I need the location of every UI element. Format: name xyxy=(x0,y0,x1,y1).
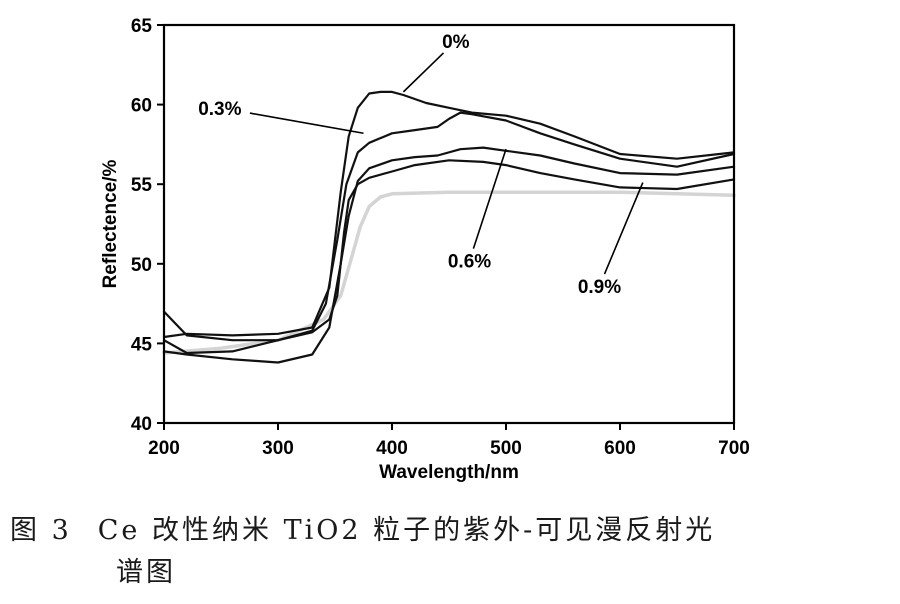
series-line-0 xyxy=(162,90,736,339)
y-tick-label: 40 xyxy=(131,414,152,435)
x-tick-label: 200 xyxy=(148,438,180,459)
series-line-3 xyxy=(162,159,736,342)
x-tick-label: 700 xyxy=(718,438,750,459)
annotation-label: 0.3% xyxy=(198,99,241,120)
caption-text-continued: 谱图 xyxy=(116,557,176,588)
x-tick-label: 300 xyxy=(262,438,294,459)
annotation-leader xyxy=(402,52,445,93)
x-tick-label: 500 xyxy=(490,438,522,459)
series-line-4 xyxy=(162,190,736,355)
y-tick-label: 60 xyxy=(131,96,152,117)
plot-frame xyxy=(162,23,736,425)
annotation-label: 0% xyxy=(442,32,470,53)
series-line-1 xyxy=(162,111,736,355)
annotation-label: 0.9% xyxy=(578,277,621,298)
y-axis-label: Reflectence/% xyxy=(100,159,121,288)
y-tick-label: 45 xyxy=(131,334,153,355)
x-tick-label: 600 xyxy=(604,438,636,459)
annotation-leader xyxy=(603,182,644,275)
caption-text: Ce 改性纳米 TiO2 粒子的紫外-可见漫反射光 xyxy=(97,515,716,546)
y-tick-label: 65 xyxy=(131,16,153,37)
figure-number: 图 3 xyxy=(10,515,72,546)
x-axis-label: Wavelength/nm xyxy=(379,462,519,483)
figure-caption: 图 3 Ce 改性纳米 TiO2 粒子的紫外-可见漫反射光 谱图 xyxy=(10,510,870,594)
x-tick-label: 400 xyxy=(376,438,408,459)
y-tick-label: 55 xyxy=(131,175,153,196)
annotation-leader xyxy=(472,148,507,249)
annotation-label: 0.6% xyxy=(448,252,491,273)
annotation-leader xyxy=(249,112,364,135)
series-line-2 xyxy=(162,146,736,364)
y-tick-label: 50 xyxy=(131,255,152,276)
